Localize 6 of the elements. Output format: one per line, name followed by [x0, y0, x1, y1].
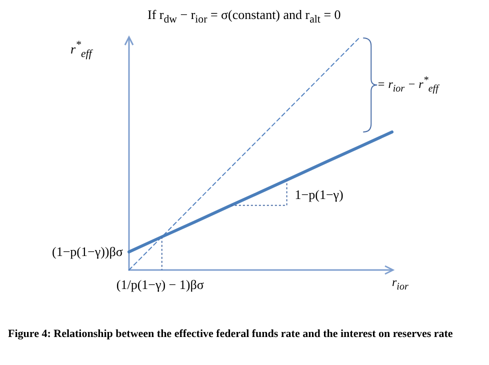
- chart-title: If r$_{dw}$ − r$_{ior}$ = σ(constant) and r$_{alt}$ = 0: [148, 7, 341, 26]
- annotation: 1−p(1−γ): [294, 186, 344, 202]
- caption: Figure 4: Relationship between the effective federal funds rate and the interest on reserves rate: [8, 328, 453, 340]
- x-axis-title: r$_{ior}$: [392, 275, 408, 292]
- text: (1/p(1−γ) − 1)βσ: [116, 277, 204, 292]
- text: (1−p(1−γ))βσ: [52, 244, 123, 260]
